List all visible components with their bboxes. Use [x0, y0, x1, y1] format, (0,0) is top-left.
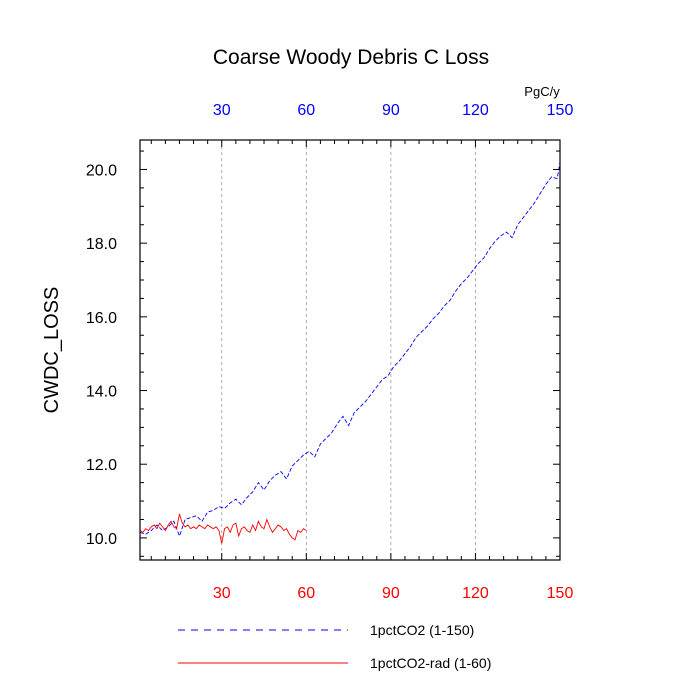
y-tick-label: 16.0 — [86, 310, 117, 327]
series-line-2 — [139, 513, 307, 544]
axis-ticks: 30 30 60 60 90 90 120 120 150 150 10.0 12.0 14.0 16.0… — [86, 102, 574, 602]
x-tick-label-top: 150 — [547, 102, 574, 119]
y-tick-label: 18.0 — [86, 236, 117, 253]
x-tick-label-bottom: 60 — [297, 585, 315, 602]
units-label: PgC/y — [524, 84, 560, 99]
plot-frame — [139, 139, 561, 561]
grid-lines — [221, 140, 476, 560]
y-axis-label: CWDC_LOSS — [41, 287, 63, 414]
y-tick-label: 14.0 — [86, 384, 117, 401]
chart-title: Coarse Woody Debris C Loss — [213, 46, 489, 69]
x-tick-label-bottom: 90 — [382, 585, 400, 602]
legend-label-1: 1pctCO2 (1-150) — [370, 622, 474, 638]
series-layer — [139, 162, 561, 544]
x-tick-label-top: 120 — [462, 102, 489, 119]
legend-label-2: 1pctCO2-rad (1-60) — [370, 655, 491, 671]
y-tick-label: 12.0 — [86, 457, 117, 474]
x-tick-label-bottom: 120 — [462, 585, 489, 602]
y-tick-label: 20.0 — [86, 162, 117, 179]
x-tick-label-top: 60 — [297, 102, 315, 119]
series-line-1 — [139, 162, 561, 538]
y-tick-label: 10.0 — [86, 531, 117, 548]
x-tick-label-top: 90 — [382, 102, 400, 119]
legend: 1pctCO2 (1-150) 1pctCO2-rad (1-60) — [178, 622, 491, 671]
x-tick-label-bottom: 30 — [213, 585, 231, 602]
x-tick-label-bottom: 150 — [547, 585, 574, 602]
x-tick-label-top: 30 — [213, 102, 231, 119]
